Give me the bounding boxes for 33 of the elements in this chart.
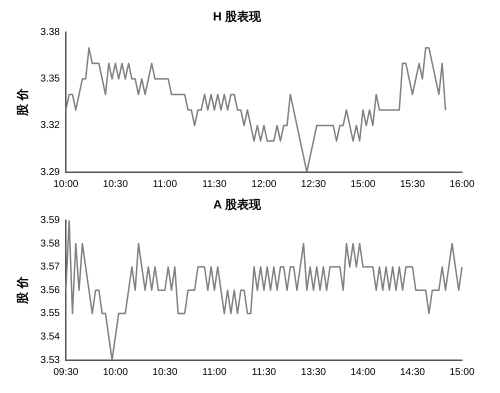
x-tick-label: 12:00 <box>251 178 277 190</box>
y-tick-label: 3.32 <box>40 120 60 132</box>
x-tick-label: 10:30 <box>102 178 128 190</box>
x-tick-label: 12:30 <box>300 178 326 190</box>
y-axis-title: 股 价 <box>16 88 30 117</box>
x-tick-label: 11:30 <box>252 366 277 378</box>
y-tick-label: 3.56 <box>40 284 60 296</box>
x-tick-label: 14:30 <box>400 366 426 378</box>
x-tick-label: 15:00 <box>449 366 475 378</box>
x-tick-label: 10:30 <box>152 366 178 378</box>
x-tick-label: 15:00 <box>350 178 376 190</box>
x-tick-label: 10:00 <box>102 366 128 378</box>
y-tick-label: 3.35 <box>40 74 60 85</box>
x-tick-label: 13:30 <box>300 366 326 378</box>
chart-title: A 股表现 <box>213 198 262 212</box>
chart-title: H 股表现 <box>213 10 262 24</box>
y-tick-label: 3.55 <box>40 308 60 320</box>
x-tick-label: 10:00 <box>53 178 79 190</box>
x-tick-label: 15:30 <box>400 178 426 190</box>
x-tick-label: 11:30 <box>202 178 227 190</box>
x-tick-label: 11:00 <box>152 178 178 190</box>
y-tick-label: 3.53 <box>40 354 60 366</box>
y-tick-label: 3.58 <box>40 238 60 250</box>
y-tick-label: 3.57 <box>40 262 60 273</box>
x-tick-label: 11:00 <box>202 366 227 378</box>
y-tick-label: 3.38 <box>40 27 60 38</box>
y-axis-title: 股 价 <box>16 276 30 305</box>
x-tick-label: 14:00 <box>350 366 376 378</box>
y-tick-label: 3.59 <box>40 215 60 226</box>
y-tick-label: 3.29 <box>40 166 60 178</box>
y-tick-label: 3.54 <box>40 331 60 342</box>
x-tick-label: 09:30 <box>53 366 79 378</box>
x-tick-label: 16:00 <box>449 178 475 190</box>
